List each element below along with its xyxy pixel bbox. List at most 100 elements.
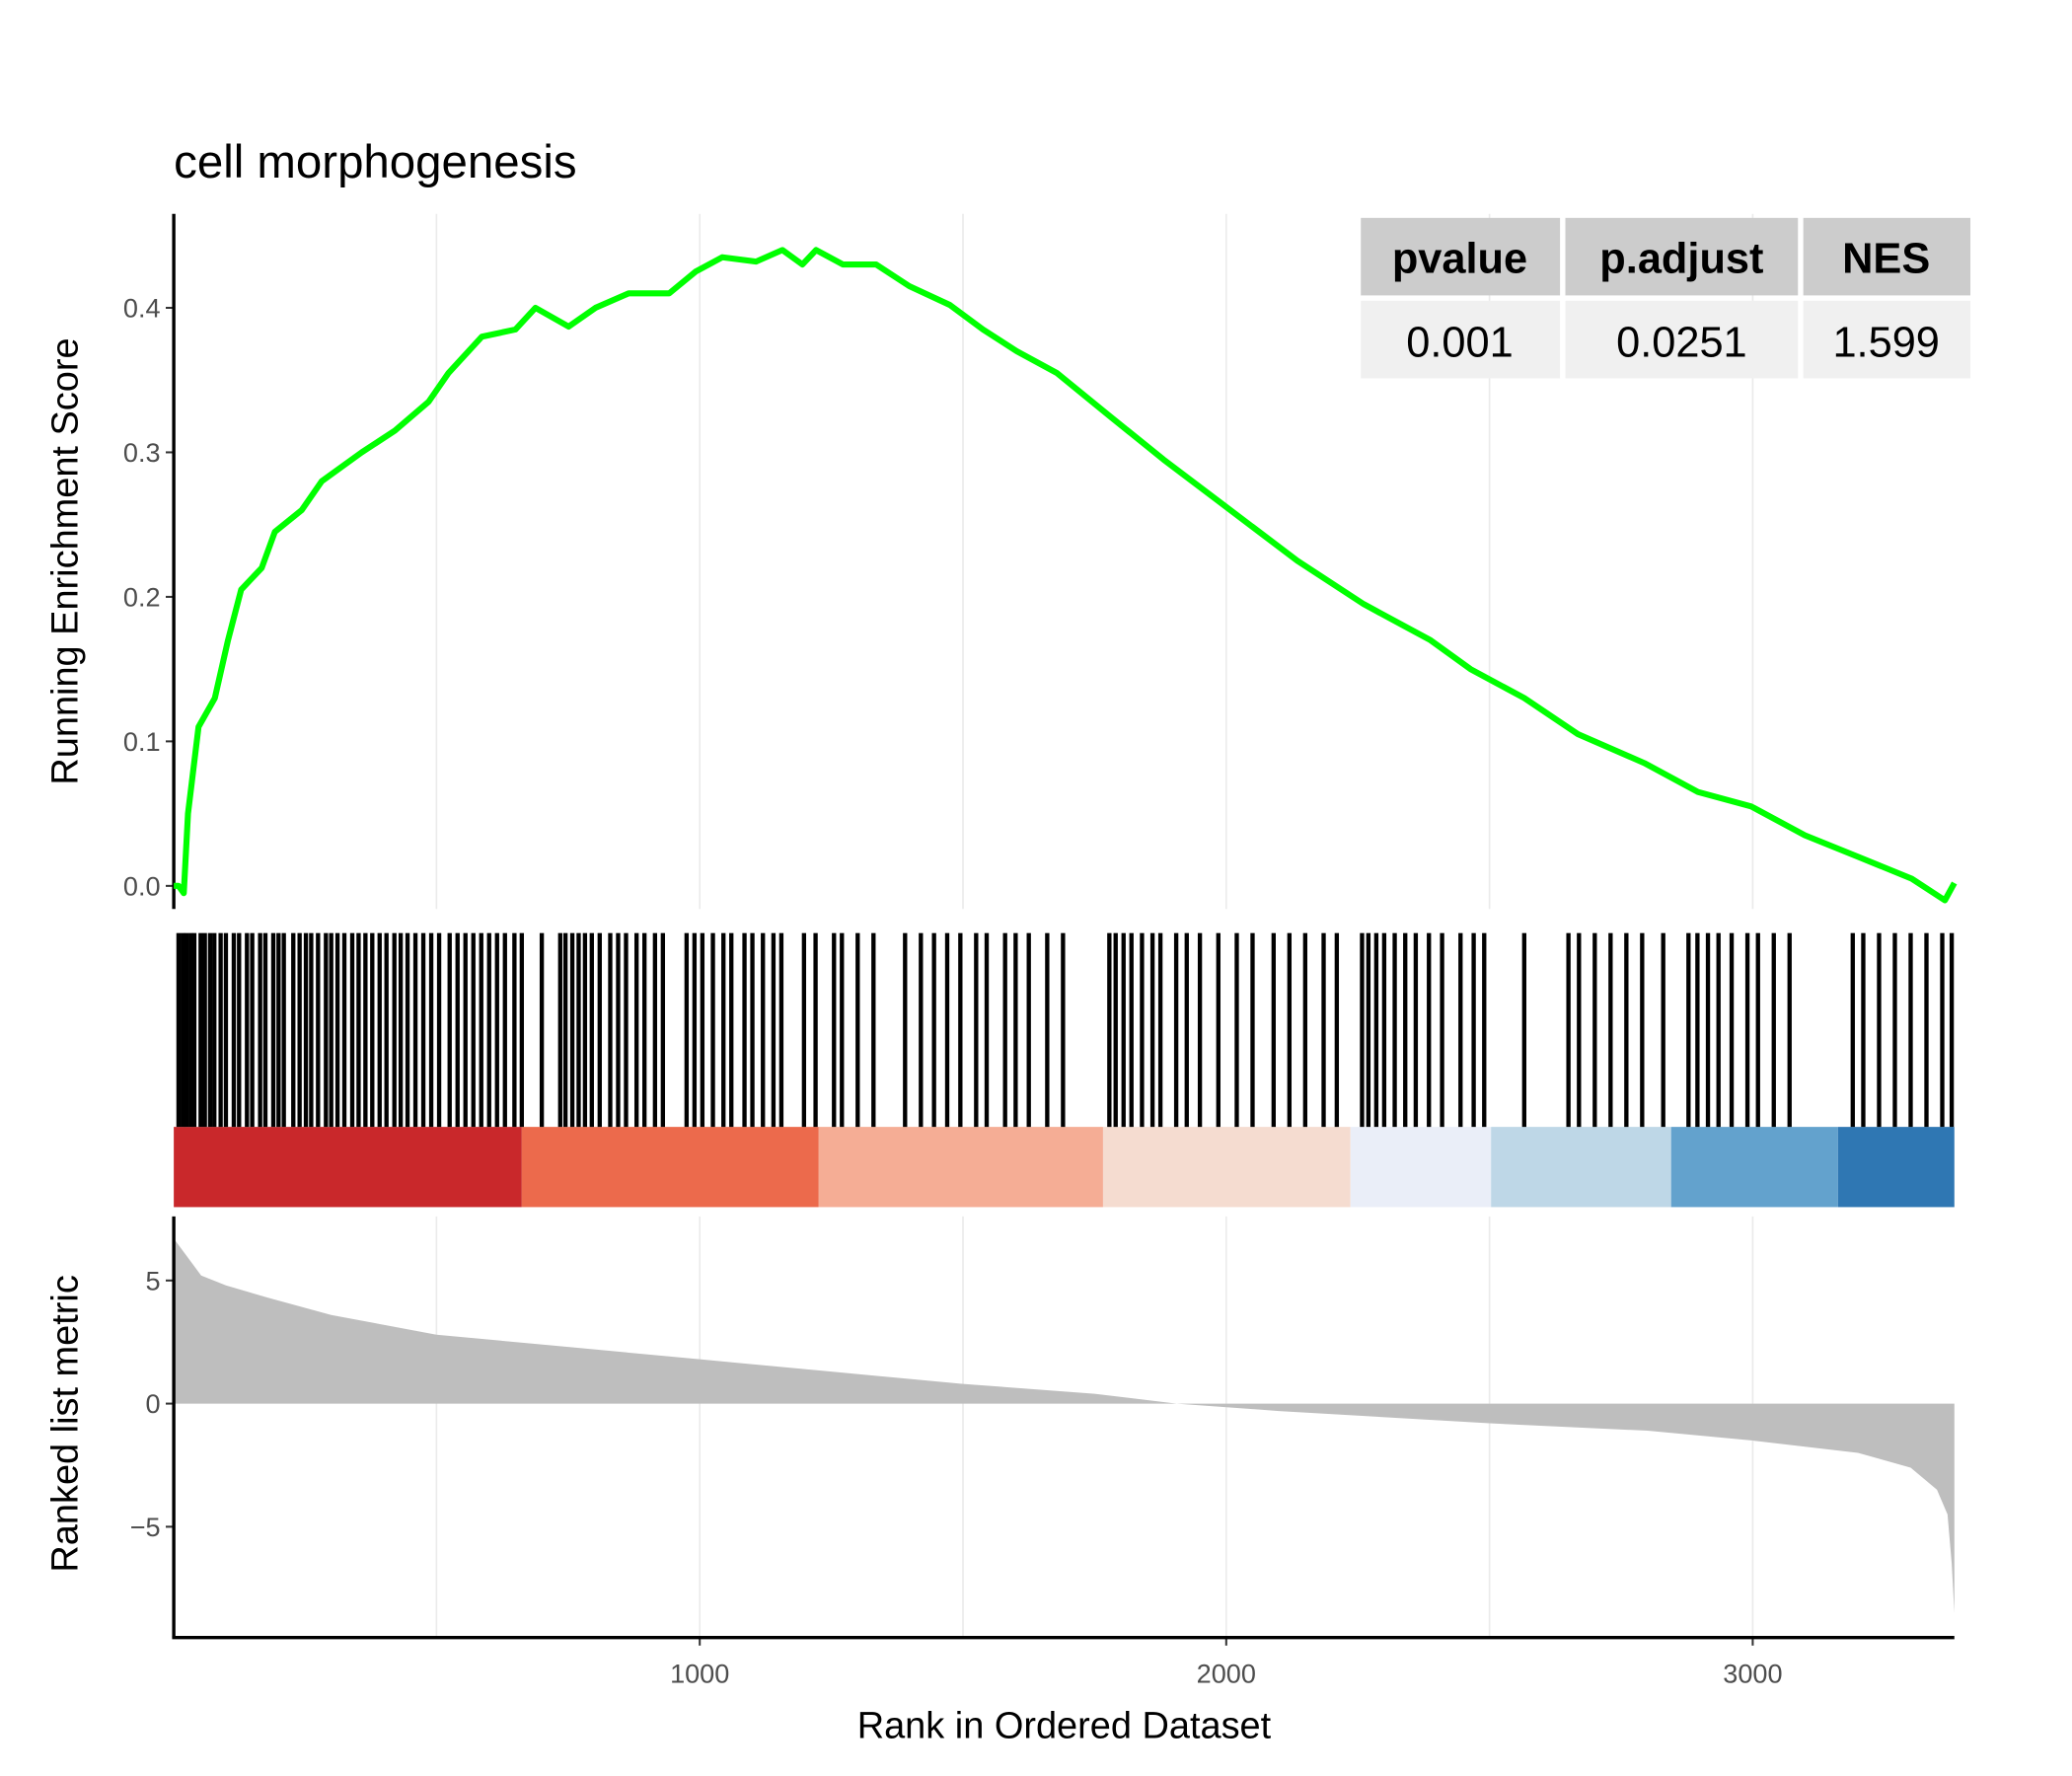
hit-bar [494,932,499,1128]
hit-bar [349,932,355,1128]
hit-bar [642,932,647,1128]
hit-bar [392,932,397,1128]
hit-bar [710,932,715,1128]
hit-bar [1140,932,1145,1128]
hit-bar [1695,932,1700,1128]
hit-bar [778,932,784,1128]
hit-bar [212,932,217,1128]
table-header: NES [1842,235,1930,282]
hit-bar [281,932,286,1128]
x-tick-label: 2000 [1197,1659,1256,1689]
hit-bar [801,932,807,1128]
hit-bar [761,932,766,1128]
y-axis-title: Running Enrichment Score [45,337,87,784]
y-tick-label: 0.1 [123,726,161,757]
hit-bar [420,932,426,1128]
hit-bar [832,932,837,1128]
hit-bar [1013,932,1018,1128]
hit-bar [1592,932,1597,1128]
hit-bar [1002,932,1007,1128]
hit-bar [750,932,755,1128]
hit-bar [519,932,525,1128]
hit-bar [700,932,705,1128]
hit-bar [840,932,845,1128]
hit-bar [1234,932,1239,1128]
hit-bar [1861,932,1866,1128]
hit-bar [855,932,860,1128]
hit-bar [1413,932,1419,1128]
hit-bar [1661,932,1665,1128]
hit-bar [184,932,189,1128]
color-band [1102,1127,1351,1208]
hit-bar [262,932,268,1128]
hit-bar [1173,932,1179,1128]
hit-bar [231,932,237,1128]
hit-bar [324,932,329,1128]
hit-bar [1744,932,1750,1128]
color-band [1670,1127,1838,1208]
y-tick-label: 0.3 [123,437,161,468]
hit-bar [245,932,250,1128]
hit-bar [1184,932,1189,1128]
hit-bar [1026,932,1031,1128]
hit-bar [984,932,990,1128]
hit-bar [539,932,545,1128]
hit-bar [660,932,666,1128]
hit-bar [1381,932,1387,1128]
hit-bar [1440,932,1444,1128]
hit-bar [1608,932,1613,1128]
hit-bar [218,932,223,1128]
hit-bar [455,932,460,1128]
hit-bar [1755,932,1760,1128]
hit-bar [223,932,229,1128]
hit-bar [1121,932,1126,1128]
hit-bar [1908,932,1913,1128]
table-cell [1361,300,1561,379]
hit-bar [1113,932,1118,1128]
hit-bar [363,932,368,1128]
y-tick-label: 0.0 [123,870,161,901]
color-band [174,1127,522,1208]
hit-bar [405,932,410,1128]
hit-bar [1640,932,1645,1128]
y-tick-label: 0.2 [123,581,161,612]
hit-bar [616,932,621,1128]
hit-bar [1129,932,1134,1128]
hit-bar [370,932,375,1128]
hit-bar [1107,932,1112,1128]
hit-bar [303,932,309,1128]
y-tick-label: 5 [146,1265,161,1295]
hit-bar [771,932,777,1128]
table-cell-text: 1.599 [1832,320,1939,367]
table-header: pvalue [1392,235,1527,282]
table-cell-text: 0.0251 [1616,320,1747,367]
hit-bar [1403,932,1408,1128]
hit-bar [202,932,207,1128]
stats-table: pvalue p.adjust NES 0.001 0.0251 1.599 [1361,217,1971,379]
hit-bar [1787,932,1792,1128]
color-band [1491,1127,1671,1208]
hit-bar [1892,932,1897,1128]
hit-bar [276,932,281,1128]
hit-bar [297,932,302,1128]
hit-bar [1427,932,1432,1128]
hit-bar [576,932,581,1128]
hit-bar [1302,932,1308,1128]
hit-bar [471,932,476,1128]
hit-bar [608,932,613,1128]
hit-bar [329,932,333,1128]
hit-bar [1716,932,1721,1128]
hit-bar [1729,932,1735,1128]
table-cell [1565,300,1799,379]
hit-bar [1877,932,1882,1128]
hit-bar [813,932,818,1128]
table-cell [1803,300,1971,379]
table-cell-text: 0.001 [1406,320,1513,367]
hit-bar [1771,932,1776,1128]
hit-bar [624,932,629,1128]
hit-bar [919,932,924,1128]
hit-bar [479,932,483,1128]
hit-bar [428,932,434,1128]
